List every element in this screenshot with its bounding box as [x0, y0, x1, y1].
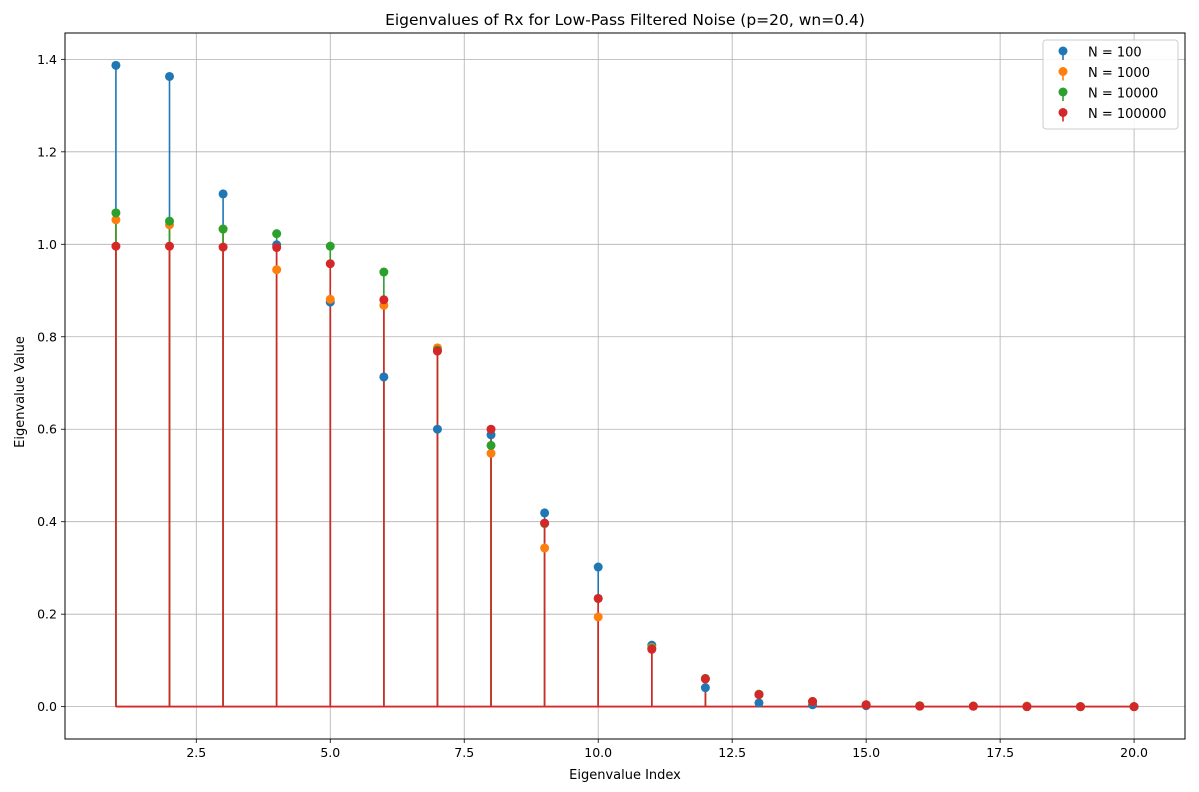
legend: N = 100 N = 1000 N = 10000 N = 100000	[1042, 39, 1179, 130]
data-point	[218, 242, 228, 252]
data-point	[647, 644, 657, 654]
legend-marker	[1058, 67, 1068, 76]
x-tick-label: 20.0	[1120, 745, 1148, 760]
data-point	[164, 216, 174, 226]
data-point	[111, 60, 121, 70]
x-tick-label: 10.0	[584, 745, 612, 760]
y-tick-label: 1.0	[37, 237, 57, 252]
data-point	[379, 267, 389, 277]
legend-label: N = 1000	[1088, 66, 1150, 81]
data-point	[111, 208, 121, 218]
series-4-stems	[115, 246, 1135, 708]
legend-label: N = 10000	[1088, 87, 1158, 102]
grid	[65, 33, 1185, 739]
data-point	[1129, 702, 1139, 712]
data-point	[164, 241, 174, 251]
data-point	[540, 518, 550, 528]
y-tick-label: 0.0	[37, 699, 57, 714]
legend-label: N = 100	[1088, 46, 1142, 61]
data-point	[164, 71, 174, 81]
data-point	[593, 612, 603, 622]
y-tick-label: 0.6	[37, 422, 57, 437]
data-point	[325, 259, 335, 269]
data-point	[272, 243, 282, 253]
y-tick-label: 0.8	[37, 329, 57, 344]
data-point	[111, 241, 121, 251]
legend-box	[1042, 39, 1179, 130]
data-point	[1076, 702, 1086, 712]
y-tick-label: 0.4	[37, 514, 57, 529]
stems	[115, 65, 1135, 708]
data-point	[754, 690, 764, 700]
markers	[111, 60, 1139, 712]
data-point	[593, 562, 603, 572]
data-point	[754, 698, 764, 708]
data-point	[808, 697, 818, 707]
data-point	[861, 700, 871, 710]
data-point	[1022, 702, 1032, 712]
data-point	[218, 189, 228, 199]
data-point	[272, 229, 282, 239]
data-point	[111, 215, 121, 225]
y-tick-label: 1.2	[37, 144, 57, 159]
x-tick-label: 17.5	[986, 745, 1014, 760]
y-tick-label: 1.4	[37, 52, 57, 67]
x-tick-label: 15.0	[852, 745, 880, 760]
data-point	[915, 701, 925, 711]
data-point	[218, 224, 228, 234]
data-point	[325, 294, 335, 304]
series-4-markers	[111, 241, 1139, 712]
legend-marker	[1058, 108, 1068, 117]
x-tick-label: 12.5	[718, 745, 746, 760]
x-tick-label: 2.5	[186, 745, 206, 760]
legend-label: N = 100000	[1088, 107, 1167, 122]
data-point	[593, 593, 603, 603]
chart-title: Eigenvalues of Rx for Low-Pass Filtered …	[385, 11, 865, 29]
data-point	[325, 241, 335, 251]
legend-marker	[1058, 87, 1068, 97]
y-tick-label: 0.2	[37, 607, 57, 622]
plot-area-frame	[64, 32, 1186, 740]
data-point	[968, 701, 978, 711]
data-point	[432, 346, 442, 356]
data-point	[379, 295, 389, 305]
data-point	[432, 424, 442, 434]
x-tick-label: 7.5	[454, 745, 474, 760]
ticks: 2.5 5.0 7.5 10.0 12.5 15.0 17.5 20.0 0.0 0.2 0.4 0.…	[37, 52, 1148, 760]
x-tick-label: 5.0	[320, 745, 340, 760]
data-point	[700, 683, 710, 693]
legend-marker	[1058, 46, 1068, 56]
data-point	[272, 265, 282, 275]
data-point	[540, 508, 550, 518]
data-point	[540, 543, 550, 553]
x-axis-label: Eigenvalue Index	[569, 768, 681, 783]
data-point	[486, 424, 496, 434]
data-point	[379, 372, 389, 382]
y-axis-label: Eigenvalue Value	[13, 336, 28, 448]
data-point	[700, 674, 710, 684]
data-point	[486, 440, 496, 450]
data-point	[486, 448, 496, 458]
